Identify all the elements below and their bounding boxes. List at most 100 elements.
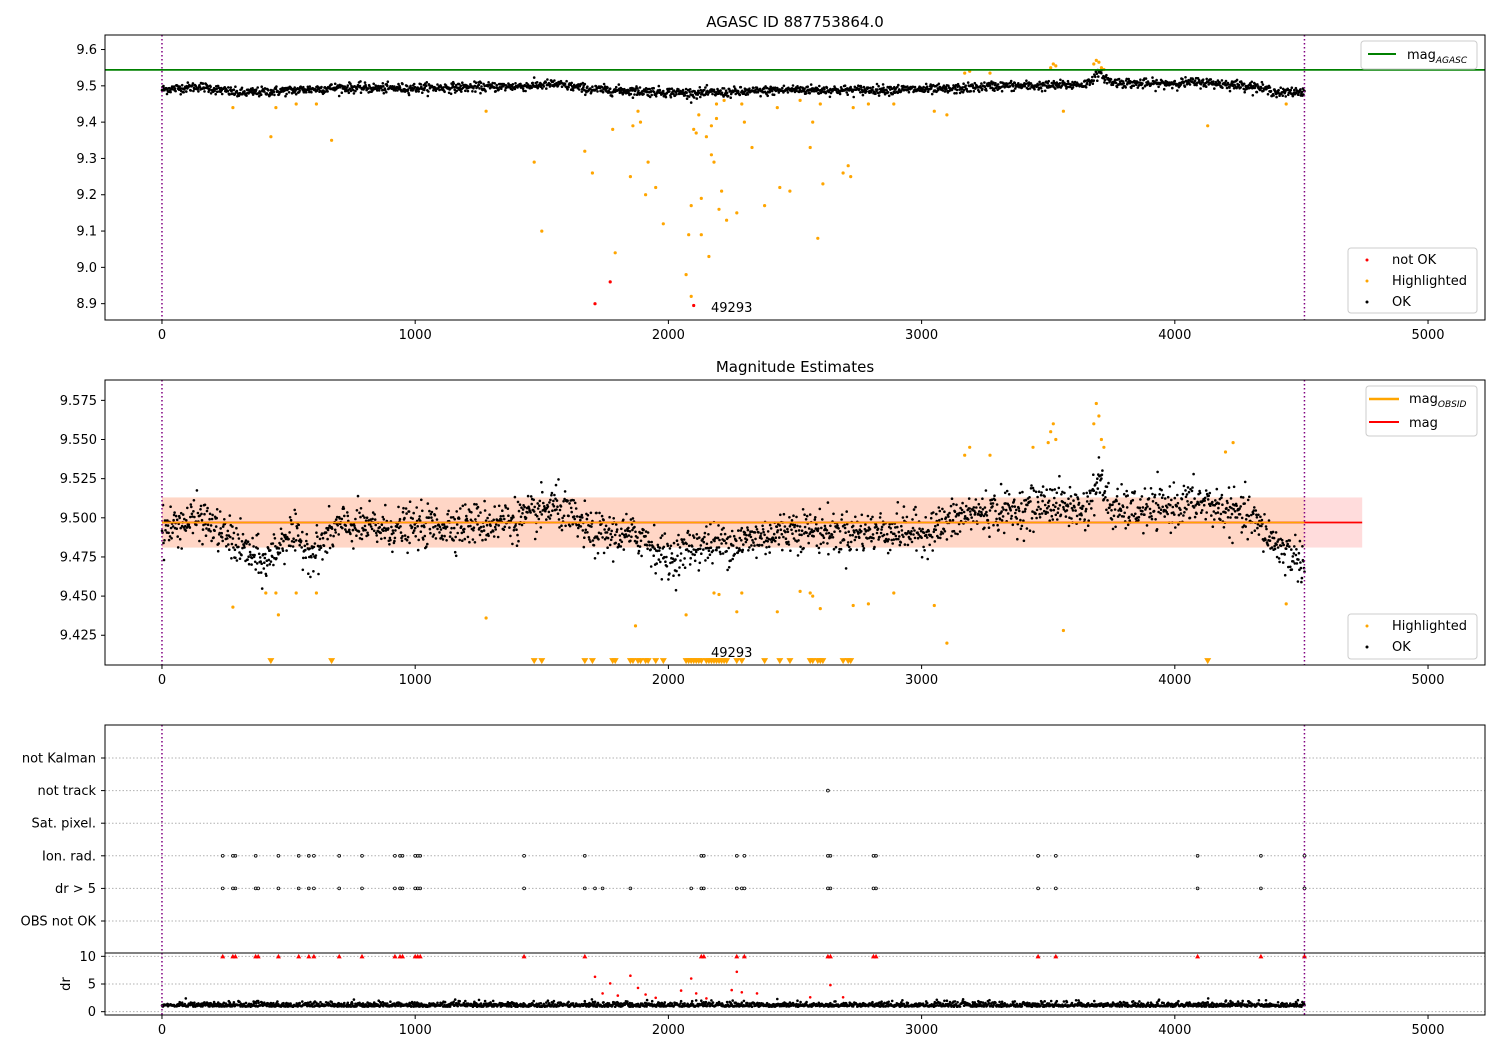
p2-point-ok <box>637 549 641 553</box>
p2-point-ok <box>589 511 593 515</box>
p1-point-ok <box>284 94 287 98</box>
p2-point-ok <box>1007 504 1010 507</box>
p1-point-ok <box>812 90 816 93</box>
p2-point-ok <box>1030 517 1034 520</box>
p2-point-ok <box>429 531 432 535</box>
p2-point-ok <box>1272 536 1276 540</box>
p2-point-ok <box>810 528 813 531</box>
p2-point-ok <box>819 542 823 546</box>
p1-point-ok <box>1221 86 1224 89</box>
p1-point-ok <box>237 94 241 97</box>
p2-point-ok <box>355 534 358 537</box>
p2-point-ok <box>318 548 321 551</box>
p2-point-ok <box>587 536 591 539</box>
p2-point-ok <box>986 518 990 522</box>
p2-point-ok <box>209 530 212 533</box>
p2-point-ok <box>944 516 948 519</box>
p2-point-ok <box>1217 506 1220 510</box>
p2-point-ok <box>829 524 832 528</box>
p2-point-ok <box>892 538 896 541</box>
p2-point-ok <box>315 524 319 527</box>
p2-point-ok <box>701 537 705 541</box>
p1-point-highlighted <box>1049 66 1053 70</box>
p2-point-ok <box>162 541 165 545</box>
p2-point-ok <box>947 515 950 518</box>
p2-point-ok <box>171 525 175 528</box>
p1-point-ok <box>274 87 278 91</box>
p2-point-ok <box>568 502 571 505</box>
p3-flag-point <box>701 886 706 891</box>
p1-point-highlighted <box>684 273 688 277</box>
p1-point-ok <box>1040 89 1044 93</box>
p2-point-ok <box>383 536 387 540</box>
p2-point-ok <box>888 548 892 552</box>
p2-point-highlighted <box>1046 441 1050 445</box>
p2-point-ok <box>1293 545 1296 548</box>
p2-point-ok <box>766 530 770 533</box>
p2-point-ok <box>1066 504 1070 508</box>
p2-point-ok <box>365 516 369 519</box>
p2-point-ok <box>1192 472 1195 476</box>
p2-point-ok <box>274 545 277 548</box>
p2-point-ok <box>642 528 645 532</box>
p2-point-ok <box>954 532 957 535</box>
p2-point-ok <box>302 556 305 560</box>
p2-point-ok <box>1104 496 1107 499</box>
p1-point-ok <box>412 82 416 86</box>
p1-point-ok <box>180 83 184 87</box>
p1-point-ok <box>1213 87 1216 90</box>
p2-point-ok <box>605 531 609 534</box>
p2-point-ok <box>967 497 971 500</box>
p2-point-ok <box>997 528 1000 532</box>
p1-point-ok <box>269 88 273 92</box>
p1-point-ok <box>1014 87 1017 90</box>
p1-point-ok <box>535 81 539 84</box>
p1-point-ok <box>582 86 585 89</box>
p2-frame <box>104 379 1486 666</box>
p3-flag-point <box>418 853 423 858</box>
p1-point-ok <box>838 92 842 96</box>
p2-point-ok <box>964 504 968 508</box>
p2-point-ok <box>943 530 947 533</box>
p2-point-ok <box>284 533 287 537</box>
p2-point-ok <box>876 527 880 531</box>
p2-point-ok <box>425 545 428 548</box>
p2-point-ok <box>423 525 426 529</box>
p2-point-ok <box>370 527 374 531</box>
p2-point-ok <box>1038 516 1042 519</box>
p2-point-ok <box>473 541 477 544</box>
p2-point-ok <box>262 553 265 556</box>
p1-point-ok <box>459 84 463 87</box>
p2-point-ok <box>457 517 461 520</box>
p2-point-ok <box>746 526 749 529</box>
p2-point-ok <box>426 542 429 546</box>
p2-point-ok <box>1208 491 1212 495</box>
p2-point-ok <box>677 533 680 537</box>
p1-point-ok <box>1121 86 1124 90</box>
p2-point-ok <box>918 527 921 530</box>
p2-point-ok <box>166 524 170 527</box>
p1-point-ok <box>1181 77 1184 81</box>
p1-point-ok <box>322 89 325 92</box>
p2-point-ok <box>649 565 653 568</box>
p2-point-ok <box>1055 491 1059 495</box>
p2-point-ok <box>548 517 552 520</box>
p2-point-ok <box>763 533 766 537</box>
p2-point-ok <box>219 527 222 530</box>
p2-point-ok <box>840 518 843 521</box>
p2-point-ok <box>496 535 500 539</box>
p2-point-ok <box>916 536 920 540</box>
p2-point-ok <box>799 545 802 549</box>
p1-point-highlighted <box>613 251 617 255</box>
p2-point-ok <box>523 505 526 509</box>
p1-point-ok <box>722 87 726 90</box>
p2-point-ok <box>1254 509 1258 512</box>
p2-point-ok <box>1246 498 1250 502</box>
p2-point-ok <box>264 552 267 556</box>
p2-point-ok <box>603 528 606 531</box>
p2-point-ok <box>215 508 219 511</box>
p2-point-ok <box>1231 541 1234 545</box>
p1-point-ok <box>228 93 232 96</box>
p2-point-ok <box>1124 527 1127 530</box>
p2-point-ok <box>631 528 634 532</box>
